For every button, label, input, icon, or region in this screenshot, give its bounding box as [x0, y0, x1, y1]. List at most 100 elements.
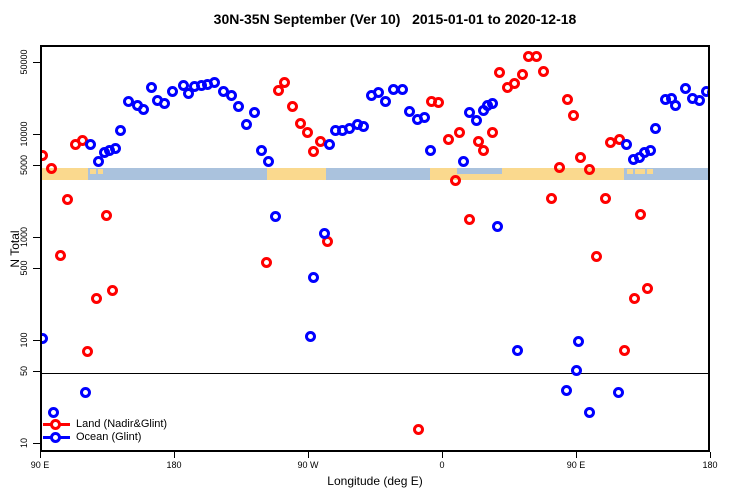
data-point-ocean — [396, 84, 408, 96]
legend-label-ocean: Ocean (Glint) — [76, 431, 142, 443]
data-point-ocean — [269, 211, 281, 223]
data-point-ocean — [573, 335, 585, 347]
y-tick — [33, 237, 40, 238]
y-tick-label: 10000 — [19, 121, 29, 147]
x-tick — [174, 452, 175, 458]
data-point-land — [46, 163, 58, 175]
x-tick — [576, 452, 577, 458]
plot-area: Land (Nadir&Glint) Ocean (Glint) — [40, 45, 710, 452]
data-point-ocean — [318, 228, 330, 240]
data-point-land — [294, 118, 306, 130]
data-point-land — [517, 69, 529, 81]
data-point-ocean — [649, 123, 661, 135]
data-point-land — [307, 145, 319, 157]
data-point-land — [554, 161, 566, 173]
data-point-land — [599, 193, 611, 205]
data-point-ocean — [571, 364, 583, 376]
data-point-land — [464, 214, 476, 226]
data-point-ocean — [146, 81, 158, 93]
data-point-ocean — [255, 144, 267, 156]
data-point-ocean — [418, 112, 430, 124]
data-point-ocean — [225, 90, 237, 102]
data-point-ocean — [458, 155, 470, 167]
data-point-ocean — [138, 104, 150, 116]
data-point-land — [62, 193, 74, 205]
data-point-land — [538, 65, 550, 77]
map-band-island — [627, 168, 634, 174]
data-point-ocean — [85, 139, 97, 151]
map-band-sea-notch — [457, 167, 503, 175]
map-band-land — [266, 167, 327, 180]
x-tick — [710, 452, 711, 458]
data-point-land — [478, 144, 490, 156]
data-point-ocean — [343, 123, 355, 135]
data-point-ocean — [492, 221, 504, 233]
x-tick-label: 90 E — [30, 460, 50, 470]
data-point-land — [494, 67, 506, 79]
data-point-ocean — [583, 407, 595, 419]
data-point-ocean — [248, 106, 260, 118]
data-point-ocean — [379, 96, 391, 108]
data-point-ocean — [561, 384, 573, 396]
y-tick — [33, 165, 40, 166]
data-point-ocean — [372, 87, 384, 99]
data-point-ocean — [80, 387, 92, 399]
data-point-ocean — [425, 144, 437, 156]
data-point-land — [590, 250, 602, 262]
data-point-land — [509, 78, 521, 90]
data-point-land — [628, 292, 640, 304]
x-tick-label: 180 — [702, 460, 718, 470]
data-point-land — [634, 209, 646, 221]
data-point-ocean — [487, 97, 499, 109]
data-point-ocean — [159, 97, 171, 109]
data-point-land — [107, 284, 119, 296]
data-point-ocean — [613, 387, 625, 399]
x-axis-title: Longitude (deg E) — [327, 474, 423, 488]
data-point-ocean — [42, 333, 48, 345]
x-tick — [442, 452, 443, 458]
data-point-land — [278, 77, 290, 89]
data-point-land — [454, 127, 466, 139]
y-tick-label: 100 — [19, 332, 29, 348]
data-point-ocean — [115, 124, 127, 136]
data-point-ocean — [680, 82, 692, 94]
y-tick-label: 50000 — [19, 49, 29, 75]
data-point-ocean — [670, 99, 682, 111]
data-point-land — [100, 209, 112, 221]
data-point-ocean — [183, 88, 194, 100]
data-point-ocean — [464, 107, 476, 119]
data-point-ocean — [93, 155, 105, 167]
data-point-land — [91, 293, 103, 305]
y-tick — [33, 340, 40, 341]
data-point-ocean — [262, 155, 274, 167]
x-tick — [40, 452, 41, 458]
data-point-land — [260, 257, 272, 269]
data-point-land — [583, 163, 595, 175]
data-point-ocean — [403, 105, 415, 117]
data-point-land — [272, 85, 284, 97]
x-tick-label: 0 — [439, 460, 445, 470]
y-tick — [33, 268, 40, 269]
y-tick — [33, 443, 40, 444]
reference-line-50 — [42, 373, 708, 374]
data-point-ocean — [512, 345, 524, 357]
chart-title: 30N-35N September (Ver 10) 2015-01-01 to… — [213, 11, 577, 27]
x-tick-label: 90 E — [566, 460, 586, 470]
map-band-island — [635, 168, 645, 174]
data-point-ocean — [240, 119, 252, 131]
x-tick-label: 180 — [166, 460, 182, 470]
y-tick-label: 1000 — [19, 226, 29, 248]
data-point-ocean — [471, 114, 483, 126]
data-point-ocean — [307, 271, 319, 283]
data-point-land — [432, 97, 444, 109]
data-point-land — [55, 250, 67, 262]
data-point-land — [574, 151, 586, 163]
data-point-land — [545, 192, 557, 204]
data-point-ocean — [644, 144, 656, 156]
data-point-land — [443, 133, 455, 145]
y-tick — [33, 62, 40, 63]
map-band-island — [90, 168, 96, 174]
data-point-ocean — [357, 120, 369, 132]
data-point-land — [286, 101, 298, 113]
